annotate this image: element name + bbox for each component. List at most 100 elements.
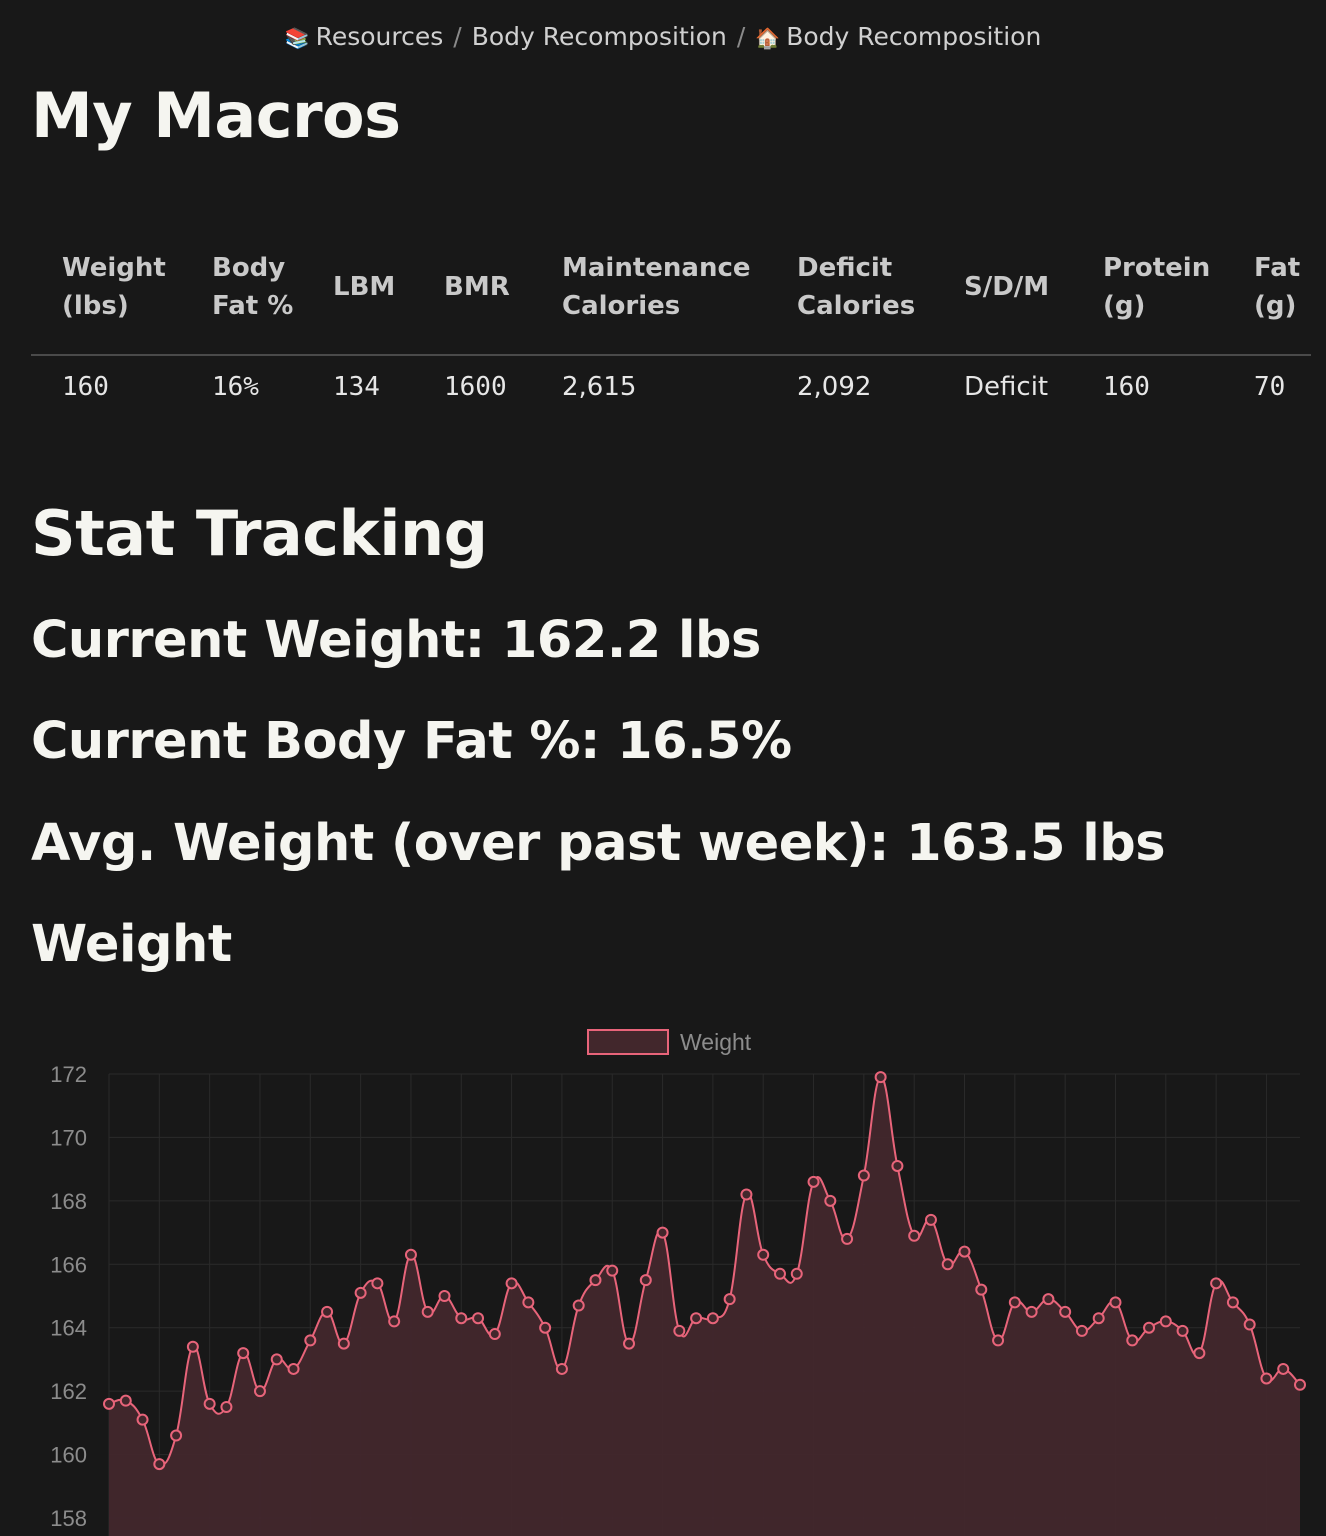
breadcrumb-item-body-recomposition-home[interactable]: Body Recomposition — [786, 22, 1042, 51]
data-point[interactable] — [371, 1277, 384, 1290]
data-point[interactable] — [220, 1401, 233, 1413]
data-point[interactable] — [488, 1328, 501, 1341]
data-point[interactable] — [388, 1315, 401, 1328]
data-point[interactable] — [790, 1267, 803, 1280]
current-weight: Current Weight: 162.2 lbs — [31, 611, 761, 670]
data-point[interactable] — [874, 1071, 887, 1084]
breadcrumb-item-resources[interactable]: Resources — [315, 22, 444, 51]
data-point[interactable] — [824, 1194, 837, 1207]
cell-bmr: 1600 — [444, 372, 507, 402]
data-point[interactable] — [1260, 1372, 1273, 1385]
data-point[interactable] — [1008, 1296, 1021, 1309]
house-icon: 🏠 — [755, 26, 781, 50]
data-point[interactable] — [1042, 1293, 1055, 1306]
table-row: 160 16% 134 1600 2,615 2,092 Deficit 160… — [31, 355, 1311, 418]
data-point[interactable] — [1059, 1305, 1072, 1318]
data-point[interactable] — [572, 1299, 585, 1312]
data-point[interactable] — [1176, 1324, 1189, 1337]
data-point[interactable] — [706, 1312, 719, 1325]
cell-fat: 70 — [1254, 372, 1286, 402]
data-point[interactable] — [1294, 1378, 1306, 1391]
weight-area — [109, 1077, 1300, 1536]
cell-body-fat: 16% — [212, 372, 259, 402]
data-point[interactable] — [1210, 1277, 1223, 1290]
data-point[interactable] — [807, 1175, 820, 1188]
data-point[interactable] — [690, 1312, 703, 1325]
col-sdm: S/D/M — [933, 220, 1072, 356]
data-point[interactable] — [1126, 1334, 1139, 1347]
data-point[interactable] — [958, 1245, 971, 1258]
y-tick-label: 158 — [50, 1506, 87, 1531]
data-point[interactable] — [304, 1334, 317, 1347]
data-point[interactable] — [270, 1353, 283, 1366]
data-point[interactable] — [404, 1248, 417, 1261]
data-point[interactable] — [438, 1290, 451, 1302]
data-point[interactable] — [555, 1362, 568, 1375]
data-point[interactable] — [740, 1188, 753, 1201]
y-tick-label: 168 — [50, 1189, 87, 1214]
data-point[interactable] — [857, 1169, 870, 1182]
data-point[interactable] — [941, 1258, 954, 1271]
data-point[interactable] — [656, 1226, 669, 1239]
legend-label-weight: Weight — [680, 1029, 752, 1055]
data-point[interactable] — [773, 1267, 786, 1280]
data-point[interactable] — [539, 1321, 552, 1334]
data-point[interactable] — [505, 1277, 518, 1290]
data-point[interactable] — [992, 1334, 1005, 1347]
data-point[interactable] — [455, 1312, 468, 1325]
data-point[interactable] — [1109, 1296, 1122, 1309]
data-point[interactable] — [287, 1362, 300, 1375]
cell-protein: 160 — [1103, 372, 1150, 402]
col-body-fat: Body Fat % — [181, 220, 302, 356]
data-point[interactable] — [589, 1274, 602, 1287]
data-point[interactable] — [237, 1347, 250, 1360]
col-deficit: Deficit Calories — [766, 220, 933, 356]
data-point[interactable] — [153, 1458, 166, 1471]
data-point[interactable] — [1243, 1318, 1256, 1331]
y-tick-label: 166 — [50, 1252, 87, 1277]
data-point[interactable] — [841, 1232, 854, 1245]
data-point[interactable] — [924, 1213, 937, 1226]
data-point[interactable] — [1226, 1296, 1239, 1309]
data-point[interactable] — [522, 1296, 535, 1309]
data-point[interactable] — [908, 1229, 921, 1242]
weight-chart: 158 160 162 164 166 168 170 172 Weight — [0, 1010, 1326, 1536]
data-point[interactable] — [1277, 1362, 1290, 1375]
col-fat: Fat (g) — [1223, 220, 1311, 356]
data-point[interactable] — [975, 1283, 988, 1296]
data-point[interactable] — [421, 1305, 434, 1318]
chart-legend[interactable]: Weight — [587, 1029, 752, 1055]
weight-chart-svg: 158 160 162 164 166 168 170 172 Weight — [50, 1029, 1306, 1536]
data-point[interactable] — [136, 1413, 149, 1426]
data-point[interactable] — [1193, 1347, 1206, 1360]
data-point[interactable] — [723, 1293, 736, 1306]
y-tick-label: 160 — [50, 1443, 87, 1468]
data-point[interactable] — [673, 1324, 686, 1337]
weight-points — [103, 1071, 1306, 1471]
data-point[interactable] — [119, 1394, 132, 1407]
table-header-row: Weight (lbs) Body Fat % LBM BMR Maintena… — [31, 220, 1311, 356]
data-point[interactable] — [253, 1385, 266, 1398]
data-point[interactable] — [1025, 1305, 1038, 1318]
data-point[interactable] — [321, 1305, 334, 1318]
data-point[interactable] — [1092, 1312, 1105, 1325]
data-point[interactable] — [103, 1397, 115, 1410]
data-point[interactable] — [170, 1429, 183, 1442]
data-point[interactable] — [337, 1337, 350, 1350]
data-point[interactable] — [757, 1248, 770, 1261]
data-point[interactable] — [891, 1159, 904, 1172]
data-point[interactable] — [1075, 1324, 1088, 1337]
data-point[interactable] — [1159, 1315, 1172, 1328]
data-point[interactable] — [186, 1340, 199, 1353]
col-lbm: LBM — [302, 220, 413, 356]
data-point[interactable] — [606, 1264, 619, 1277]
data-point[interactable] — [1143, 1321, 1156, 1334]
data-point[interactable] — [639, 1274, 652, 1287]
cell-weight: 160 — [62, 372, 109, 402]
data-point[interactable] — [472, 1312, 485, 1325]
data-point[interactable] — [203, 1397, 216, 1410]
breadcrumb-item-body-recomposition[interactable]: Body Recomposition — [471, 22, 727, 51]
col-weight: Weight (lbs) — [31, 220, 181, 356]
data-point[interactable] — [354, 1286, 367, 1299]
data-point[interactable] — [623, 1337, 636, 1350]
